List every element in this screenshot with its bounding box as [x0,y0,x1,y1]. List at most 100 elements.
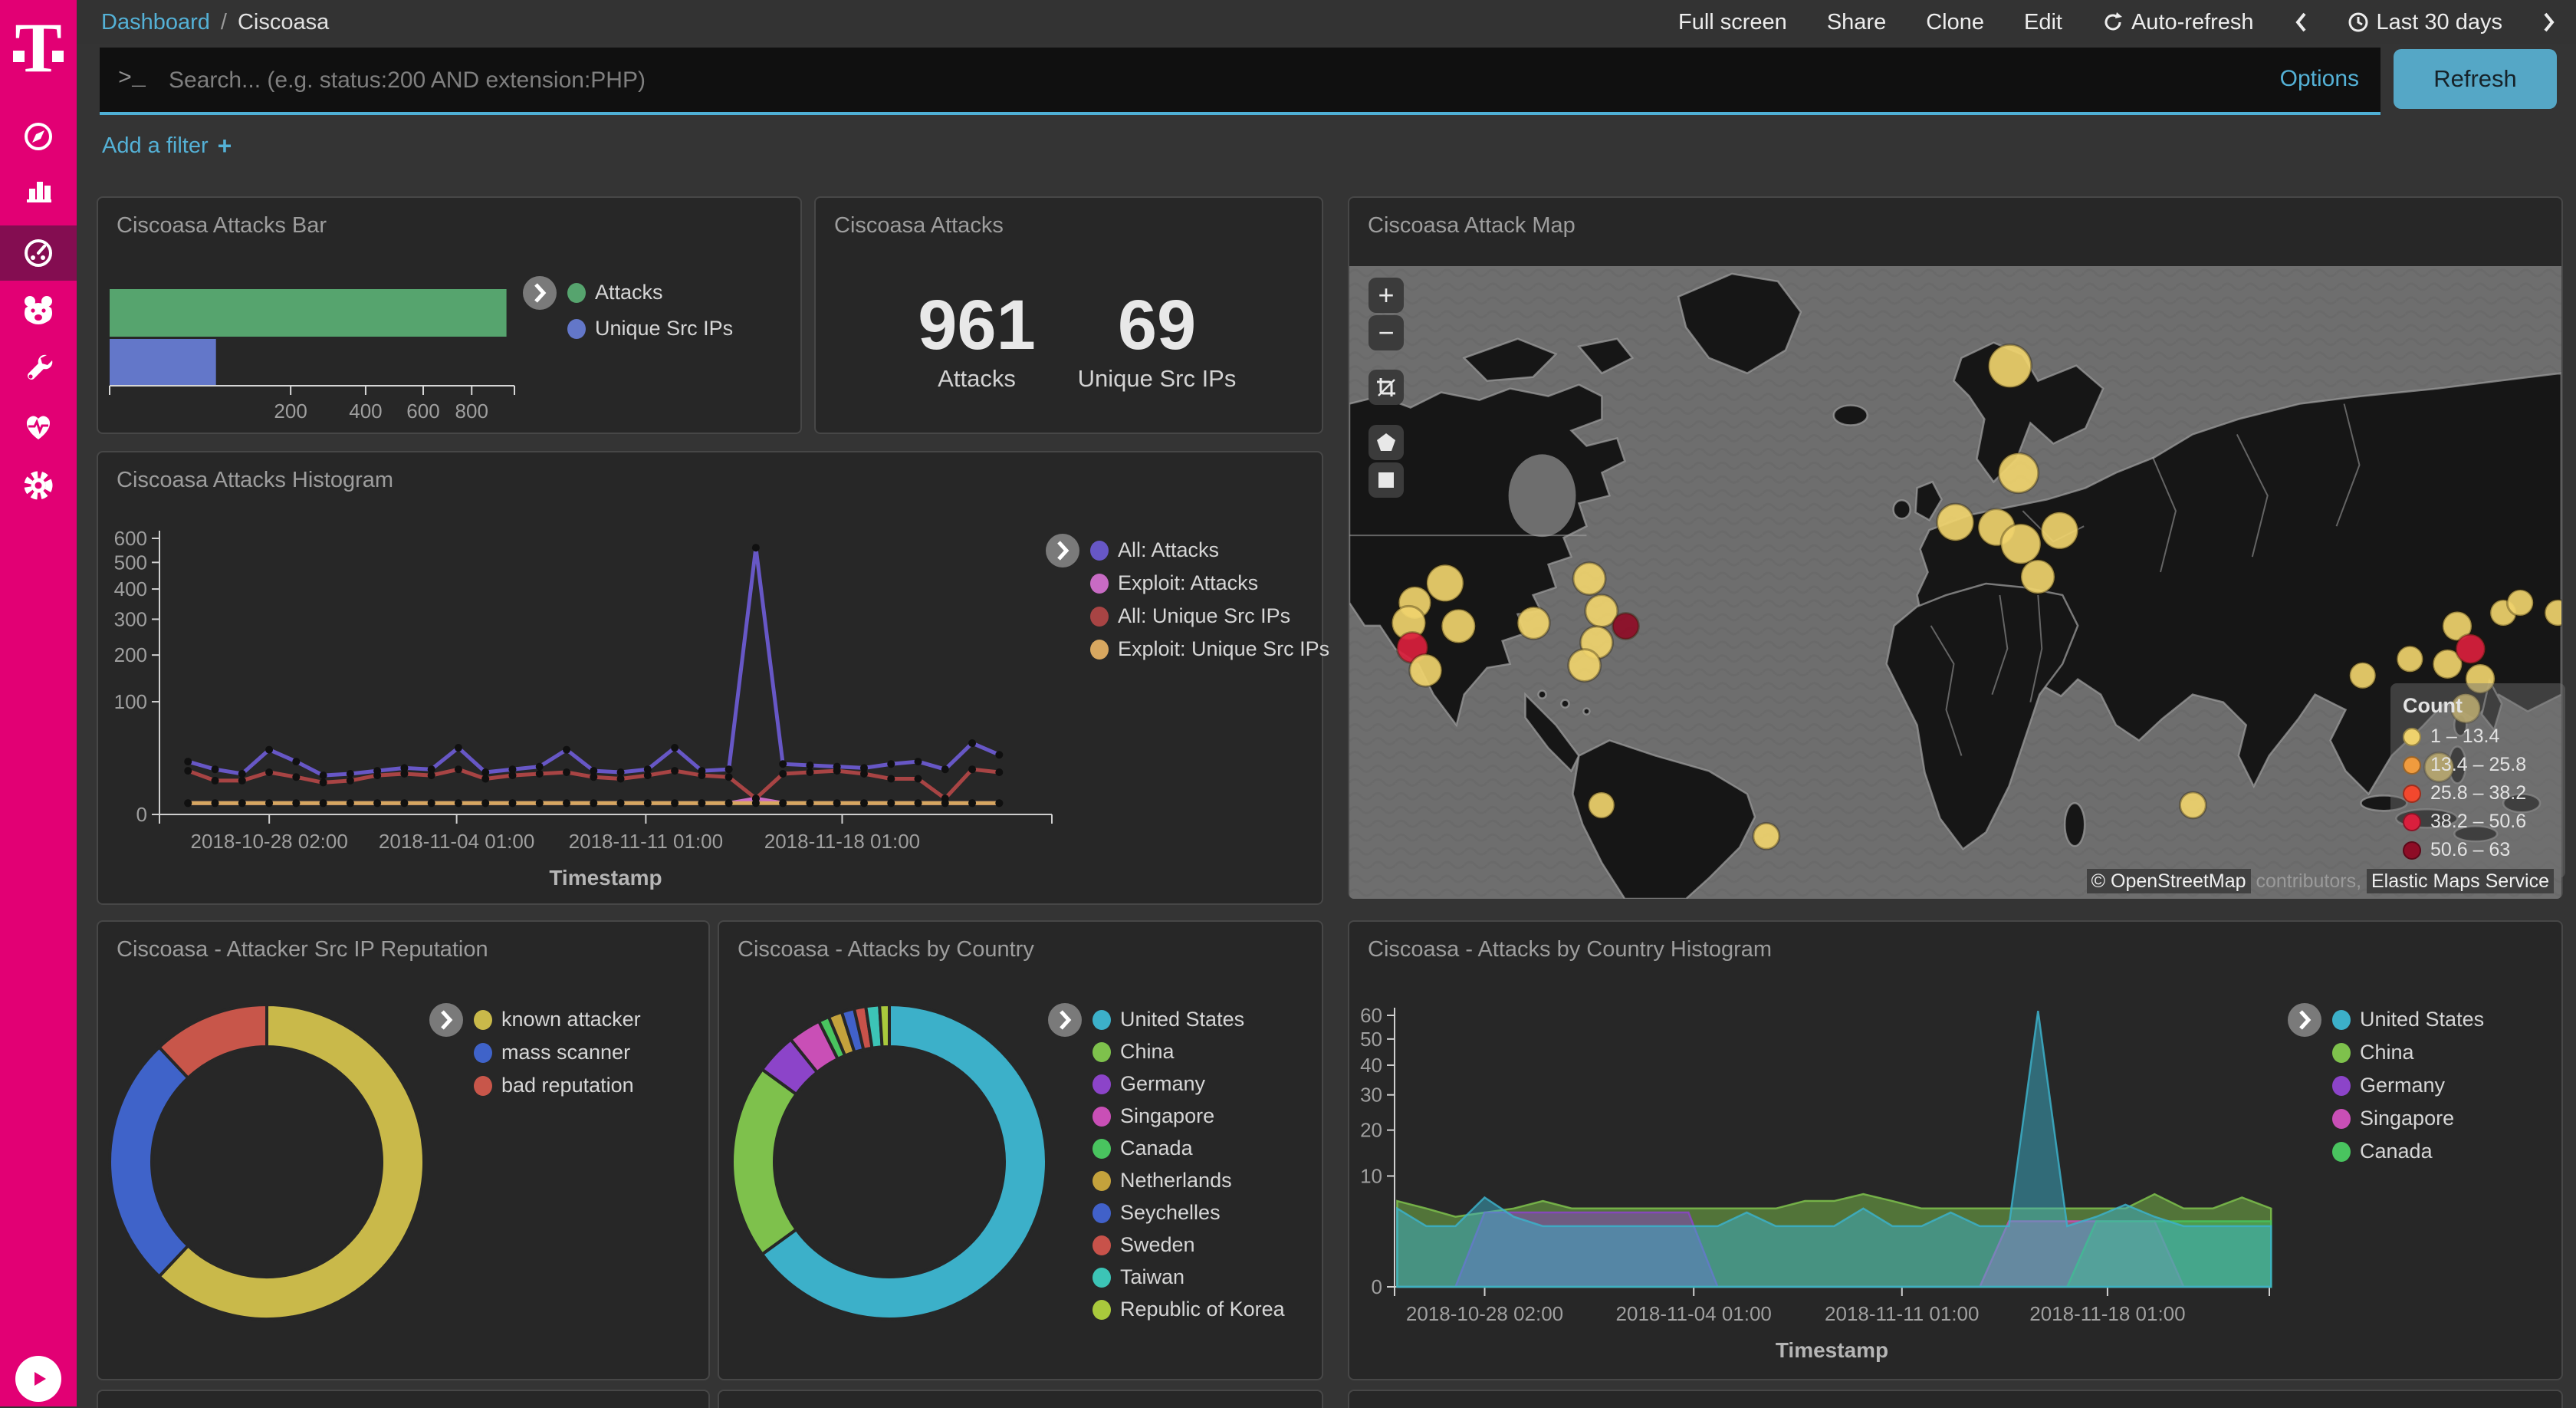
legend-item[interactable]: All: Attacks [1090,538,1329,562]
count-legend-item: 13.4 – 25.8 [2403,754,2553,776]
bear-icon [25,296,52,324]
legend-item[interactable]: known attacker [474,1008,641,1031]
legend-expand-icon[interactable] [1048,1003,1082,1037]
legend-item[interactable]: Canada [1092,1137,1285,1160]
breadcrumb-dashboard-link[interactable]: Dashboard [101,9,210,35]
legend-color-dot [1092,1074,1111,1094]
legend-expand-icon[interactable] [1046,534,1079,567]
heartbeat-icon [26,416,51,439]
elastic-maps-service-link[interactable]: Elastic Maps Service [2366,869,2554,893]
panel-title: Ciscoasa Attacks Histogram [117,468,394,492]
compass-icon [25,123,52,150]
sidebar-item-monitoring[interactable] [0,399,77,454]
legend-item[interactable]: Germany [2332,1074,2484,1097]
sidebar-item-dev-tools[interactable] [0,340,77,396]
legend-item[interactable]: bad reputation [474,1074,641,1097]
auto-refresh-button[interactable]: Auto-refresh [2102,10,2254,35]
breadcrumb: Dashboard / Ciscoasa [101,10,329,35]
zoom-in-button[interactable]: + [1368,278,1404,313]
sidebar-item-ml-bear[interactable] [0,283,77,338]
sidebar-item-management[interactable] [0,458,77,513]
legend-item[interactable]: All: Unique Src IPs [1090,604,1329,628]
crop-button[interactable] [1368,370,1404,405]
legend-label: China [2360,1041,2414,1064]
legend-item[interactable]: China [2332,1041,2484,1064]
map-attribution: © OpenStreetMap contributors, Elastic Ma… [2086,869,2554,893]
time-range-picker[interactable]: Last 30 days [2348,10,2502,35]
legend-label: Netherlands [1120,1169,1232,1192]
svg-text:2018-11-18 01:00: 2018-11-18 01:00 [764,830,920,853]
legend-color-dot [2332,1141,2351,1162]
legend-item[interactable]: mass scanner [474,1041,641,1064]
panel-src-ip-reputation: Ciscoasa - Attacker Src IP Reputation kn… [97,920,710,1380]
legend-item[interactable]: Netherlands [1092,1169,1285,1193]
osm-copyright[interactable]: © OpenStreetMap [2086,869,2251,893]
legend-color-dot [474,1075,492,1096]
polygon-draw-button[interactable] [1368,425,1404,460]
panel-title: Ciscoasa - Attacks by Country [738,937,1034,962]
share-button[interactable]: Share [1826,9,1887,35]
svg-text:50: 50 [1360,1028,1382,1051]
rectangle-draw-button[interactable] [1368,462,1404,498]
legend-item[interactable]: Taiwan [1092,1265,1285,1289]
sidebar: T [0,0,77,1406]
metric-value: 69 [1117,286,1197,364]
count-label: 50.6 – 63 [2430,839,2511,860]
clone-button[interactable]: Clone [1926,9,1984,35]
legend-expand-icon[interactable] [429,1003,463,1037]
panel-title: Ciscoasa Attack Map [1368,213,1576,238]
legend-item[interactable]: Attacks [567,281,733,304]
edit-button[interactable]: Edit [2023,9,2062,35]
legend-label: United States [2360,1008,2485,1031]
svg-text:0: 0 [136,803,147,826]
add-filter-link[interactable]: Add a filter + [102,132,232,160]
legend-label: Canada [1120,1137,1193,1160]
refresh-button[interactable]: Refresh [2394,49,2557,109]
map-markers [1391,343,2561,850]
map-crop-control [1368,370,1404,405]
svg-text:2018-11-04 01:00: 2018-11-04 01:00 [379,830,534,853]
full-screen-button[interactable]: Full screen [1677,9,1787,35]
search-options-link[interactable]: Options [2279,66,2359,91]
zoom-out-button[interactable]: − [1368,315,1404,350]
legend-item[interactable]: Republic of Korea [1092,1298,1285,1321]
attacks-bar-legend: Attacks Unique Src IPs [523,276,733,340]
legend-item[interactable]: Germany [1092,1072,1285,1096]
legend-item[interactable]: Exploit: Unique Src IPs [1090,637,1329,661]
search-input[interactable] [167,48,2194,113]
count-color-dot [2403,841,2421,860]
legend-label: mass scanner [501,1041,631,1064]
legend-item[interactable]: Singapore [1092,1104,1285,1128]
legend-item[interactable]: United States [1092,1008,1285,1031]
legend-item[interactable]: Singapore [2332,1107,2484,1130]
legend-color-dot [1092,1138,1111,1159]
panel-attack-map: Ciscoasa Attack Map [1348,196,2565,899]
legend-item[interactable]: United States [2332,1008,2484,1031]
time-back-button[interactable] [2294,11,2308,34]
legend-item[interactable]: China [1092,1040,1285,1064]
legend-item[interactable]: Unique Src IPs [567,317,733,340]
legend-color-dot [567,318,586,339]
time-forward-button[interactable] [2542,11,2556,34]
svg-text:20: 20 [1360,1119,1382,1142]
sidebar-item-visualize[interactable] [0,162,77,217]
world-attack-map[interactable] [1349,266,2561,899]
sidebar-item-dashboard[interactable] [0,225,77,281]
sidebar-item-discover[interactable] [0,109,77,164]
svg-text:2018-11-04 01:00: 2018-11-04 01:00 [1616,1302,1772,1325]
legend-item[interactable]: Sweden [1092,1233,1285,1257]
count-label: 38.2 – 50.6 [2430,811,2527,832]
sidebar-expand-button[interactable] [15,1356,61,1402]
legend-color-dot [1090,573,1109,594]
legend-item[interactable]: Seychelles [1092,1201,1285,1225]
count-color-dot [2403,784,2421,803]
legend-color-dot [1092,1106,1111,1127]
legend-expand-icon[interactable] [523,276,557,310]
legend-item[interactable]: Canada [2332,1140,2484,1163]
panel-attacks-bar: Ciscoasa Attacks Bar 200 400 600 800 Attack… [97,196,802,434]
panel-country-histogram: Ciscoasa - Attacks by Country Histogram … [1348,920,2563,1380]
legend-item[interactable]: Exploit: Attacks [1090,571,1329,595]
legend-expand-icon[interactable] [2288,1003,2321,1037]
